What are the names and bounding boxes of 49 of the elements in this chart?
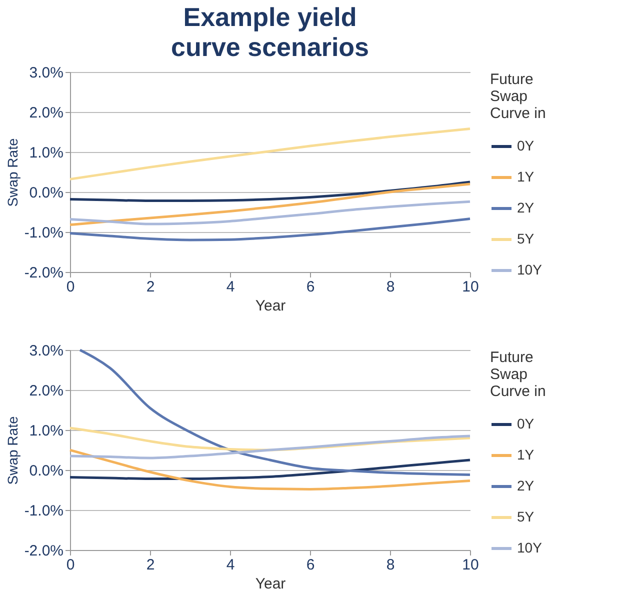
y-tick-label: 0.0% <box>29 462 64 480</box>
chart-title: Example yield curve scenarios <box>170 2 370 62</box>
y-tick-label: 1.0% <box>29 144 64 162</box>
y-tick-label: 1.0% <box>29 422 64 440</box>
line-series <box>68 200 472 226</box>
legend-label: 10Y <box>517 262 543 278</box>
y-tick-label: 3.0% <box>29 342 64 360</box>
x-axis-title: Year <box>255 298 286 314</box>
x-tick-label: 8 <box>386 556 395 574</box>
y-tick-label: -2.0% <box>24 264 64 282</box>
line-series <box>68 448 472 490</box>
legend-label: 5Y <box>517 230 535 246</box>
x-tick-label: 10 <box>462 556 479 574</box>
x-tick-label: 4 <box>226 278 235 296</box>
legend-label: 1Y <box>517 168 535 184</box>
y-tick-label: 0.0% <box>29 184 64 202</box>
y-axis-title: Swap Rate <box>4 138 20 207</box>
x-tick-label: 2 <box>146 278 155 296</box>
legend-label: 0Y <box>517 138 535 154</box>
y-tick-label: -1.0% <box>24 224 64 242</box>
x-tick-label: 10 <box>462 278 479 296</box>
line-series <box>68 182 472 226</box>
y-tick-label: 3.0% <box>29 64 64 82</box>
y-tick-label: -2.0% <box>24 542 64 560</box>
line-series <box>68 128 472 180</box>
x-axis-title: Year <box>255 576 286 592</box>
legend-label: 0Y <box>517 416 535 432</box>
y-tick-label: -1.0% <box>24 502 64 520</box>
x-tick-label: 0 <box>66 278 75 296</box>
legend-title: Future Swap Curve in <box>490 71 546 122</box>
legend-label: 2Y <box>517 478 535 494</box>
line-series <box>68 458 472 480</box>
legend-label: 2Y <box>517 200 535 216</box>
x-tick-label: 6 <box>306 278 315 296</box>
line-series <box>68 434 472 460</box>
x-tick-label: 2 <box>146 556 155 574</box>
y-tick-label: 2.0% <box>29 382 64 400</box>
y-axis-title: Swap Rate <box>4 416 20 485</box>
legend-label: 5Y <box>517 508 535 524</box>
line-series <box>68 218 472 242</box>
legend-label: 10Y <box>517 540 543 556</box>
x-tick-label: 6 <box>306 556 315 574</box>
y-tick-label: 2.0% <box>29 104 64 122</box>
legend-label: 1Y <box>517 446 535 462</box>
x-tick-label: 8 <box>386 278 395 296</box>
x-tick-label: 4 <box>226 556 235 574</box>
x-tick-label: 0 <box>66 556 75 574</box>
legend-title: Future Swap Curve in <box>490 349 546 400</box>
line-series <box>78 348 472 476</box>
